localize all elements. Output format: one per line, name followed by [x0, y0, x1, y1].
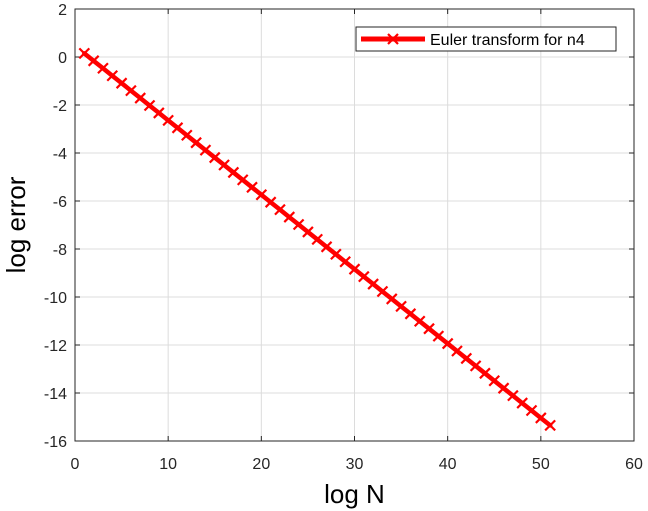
- x-tick-label: 0: [71, 456, 80, 473]
- data-point-marker: [143, 99, 156, 112]
- y-tick-label: 0: [58, 50, 67, 67]
- y-tick-label: -14: [44, 386, 67, 403]
- legend-marker: [387, 33, 399, 45]
- data-point-marker: [535, 412, 547, 424]
- data-point-marker: [358, 270, 370, 283]
- data-point-marker: [106, 69, 119, 82]
- plot-frame: [74, 8, 635, 442]
- x-tick-label: 40: [439, 456, 457, 473]
- data-point-marker: [432, 330, 445, 342]
- y-tick-label: -12: [44, 338, 67, 355]
- y-tick-label: -10: [44, 290, 67, 307]
- grid: [75, 9, 634, 441]
- y-tick-label: 2: [58, 2, 67, 19]
- data-point-marker: [218, 159, 230, 171]
- x-tick-label: 50: [532, 456, 550, 473]
- y-tick-label: -2: [53, 98, 67, 115]
- data-point-marker: [385, 293, 398, 305]
- data-point-marker: [199, 144, 212, 156]
- data-point-marker: [469, 360, 482, 372]
- data-point-marker: [423, 322, 435, 335]
- y-axis-label: log error: [1, 176, 31, 273]
- data-point-marker: [348, 263, 361, 275]
- data-point-marker: [283, 211, 296, 223]
- data-point-marker: [171, 122, 184, 134]
- data-point-marker: [451, 345, 463, 357]
- data-point-marker: [404, 308, 417, 320]
- data-point-marker: [507, 389, 519, 402]
- x-axis-label: log N: [324, 479, 385, 509]
- data-point-marker: [255, 188, 268, 201]
- data-point-marker: [134, 92, 146, 104]
- y-tick-label: -4: [53, 146, 67, 163]
- data-point-marker: [516, 397, 528, 409]
- data-point-marker: [339, 255, 351, 268]
- data-point-marker: [227, 166, 240, 179]
- data-point-marker: [544, 419, 556, 432]
- data-point-marker: [367, 278, 379, 290]
- data-point-marker: [479, 367, 491, 380]
- y-tick-label: -16: [44, 434, 67, 451]
- data-point-marker: [460, 352, 473, 365]
- data-point-marker: [302, 226, 314, 238]
- data-point-marker: [395, 300, 407, 313]
- legend: Euler transform for n4: [355, 26, 617, 52]
- legend-marker-x: [387, 33, 399, 45]
- data-point-marker: [125, 84, 137, 97]
- x-tick-label: 60: [625, 456, 643, 473]
- data-point-marker: [264, 196, 277, 208]
- y-tick-label: -8: [53, 242, 67, 259]
- data-point-marker: [190, 136, 202, 149]
- data-point-marker: [413, 315, 426, 328]
- x-tick-label: 20: [252, 456, 270, 473]
- x-tick-label: 30: [346, 456, 364, 473]
- data-point-marker: [181, 129, 193, 142]
- x-tick-label: 10: [159, 456, 177, 473]
- data-point-marker: [320, 241, 333, 253]
- data-point-marker: [488, 374, 501, 387]
- legend-entry-label: Euler transform for n4: [430, 32, 585, 49]
- data-point-marker: [274, 203, 286, 216]
- data-point-marker: [153, 107, 165, 119]
- data-point-marker: [376, 285, 389, 298]
- data-point-marker: [311, 233, 324, 246]
- data-point-marker: [330, 248, 342, 261]
- data-point-marker: [97, 62, 109, 75]
- data-point-marker: [497, 382, 510, 394]
- data-point-marker: [208, 151, 221, 164]
- tick-marks: [74, 8, 635, 442]
- data-point-marker: [441, 337, 454, 350]
- data-point-marker: [162, 114, 174, 127]
- y-tick-label: -6: [53, 194, 67, 211]
- series-layer: [78, 47, 556, 432]
- data-point-marker: [246, 181, 258, 194]
- data-point-marker: [87, 55, 100, 67]
- data-point-marker: [236, 174, 249, 186]
- data-point-marker: [292, 218, 305, 231]
- data-point-marker: [78, 47, 91, 60]
- data-point-marker: [525, 404, 538, 417]
- data-point-marker: [115, 77, 128, 89]
